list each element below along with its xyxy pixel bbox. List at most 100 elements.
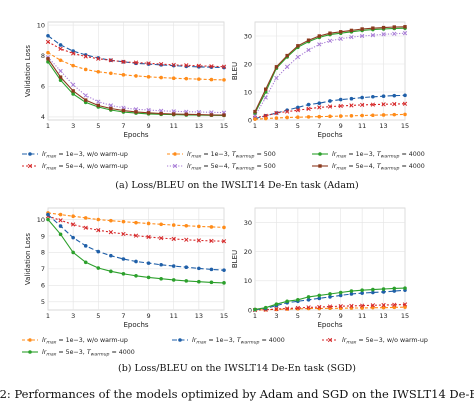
legend-marker — [28, 152, 32, 156]
data-point — [222, 281, 226, 285]
data-point — [109, 106, 113, 111]
x-tick-label: 13 — [195, 312, 203, 320]
data-point — [46, 33, 50, 38]
legend-label: lrmax = 1e−3, w/o warm-up — [42, 337, 128, 346]
data-point — [338, 97, 343, 102]
data-point — [83, 244, 88, 248]
data-point — [83, 93, 88, 98]
data-point — [381, 25, 386, 30]
data-point — [134, 110, 138, 114]
series-line — [47, 215, 225, 242]
data-point — [327, 38, 333, 43]
x-tick-label: 15 — [401, 122, 409, 130]
y-tick-label: 0 — [248, 306, 252, 314]
data-point — [58, 46, 63, 51]
data-point — [45, 39, 51, 45]
data-point — [159, 276, 163, 281]
x-tick-label: 3 — [274, 122, 278, 130]
x-axis-label: Epochs — [123, 131, 148, 139]
y-tick-label: 8 — [41, 249, 45, 257]
data-point — [70, 82, 76, 87]
data-point — [159, 111, 163, 116]
x-tick-label: 1 — [46, 312, 50, 320]
data-point — [359, 303, 365, 308]
y-tick-label: 10 — [37, 216, 45, 224]
data-point — [381, 32, 386, 37]
data-point — [184, 63, 189, 68]
x-tick-label: 15 — [401, 312, 409, 320]
data-point — [253, 117, 257, 121]
data-point — [402, 302, 408, 307]
data-point — [306, 305, 311, 310]
data-point — [71, 92, 75, 96]
data-point — [392, 31, 397, 36]
data-point — [392, 302, 397, 307]
data-point — [306, 47, 311, 53]
data-point — [360, 291, 364, 295]
data-point — [184, 265, 189, 270]
data-point — [184, 223, 189, 228]
series-blue — [46, 212, 226, 272]
caption-b: (b) Loss/BLEU on the IWSLT14 De-En task … — [118, 363, 356, 374]
legend-marker — [178, 338, 182, 342]
legend-label: lrmax = 1e−3, Twarmup = 4000 — [192, 337, 285, 346]
legend-marker — [327, 337, 333, 343]
data-point — [327, 304, 333, 309]
data-point — [46, 217, 50, 222]
y-axis-label: BLEU — [231, 62, 239, 80]
data-point — [146, 221, 151, 226]
series-orange — [46, 211, 226, 230]
x-tick-label: 3 — [274, 312, 278, 320]
data-point — [295, 108, 301, 113]
x-tick-label: 9 — [147, 312, 151, 320]
x-tick-label: 15 — [220, 122, 228, 130]
plot-area — [47, 207, 225, 311]
data-point — [381, 113, 386, 117]
series-line — [254, 103, 406, 119]
data-point — [327, 104, 333, 109]
legend-item-red: lrmax = 5e−4, w/o warm-up — [22, 163, 128, 172]
data-point — [371, 94, 375, 99]
series-red — [252, 101, 408, 120]
data-point — [403, 25, 407, 29]
data-point — [197, 266, 201, 271]
data-point — [83, 260, 88, 265]
data-point — [159, 75, 163, 80]
data-point — [133, 60, 139, 65]
legend-panel-b: lrmax = 1e−3, w/o warm-up lrmax = 1e−3, T… — [22, 337, 428, 358]
data-point — [359, 33, 365, 39]
data-point — [296, 105, 300, 110]
legend-item-orange: lrmax = 1e−3, w/o warm-up — [22, 337, 128, 346]
data-point — [402, 101, 408, 106]
y-tick-label: 10 — [244, 88, 252, 96]
data-point — [71, 214, 75, 219]
data-point — [284, 64, 290, 69]
data-point — [402, 31, 408, 36]
data-point — [359, 102, 365, 108]
figure-caption: Figure 2: Performances of the models opt… — [0, 387, 474, 401]
data-point — [371, 287, 375, 292]
data-point — [295, 305, 301, 311]
y-tick-label: 6 — [41, 83, 45, 91]
data-point — [370, 102, 376, 107]
data-point — [134, 273, 138, 278]
data-point — [146, 234, 151, 240]
data-point — [184, 112, 188, 117]
y-tick-label: 30 — [244, 32, 252, 40]
data-point — [263, 113, 268, 118]
data-point — [46, 212, 50, 217]
legends: lrmax = 1e−3, w/o warm-up lrmax = 1e−3, T… — [22, 151, 428, 358]
plot-area — [47, 21, 225, 121]
data-point — [371, 290, 375, 295]
data-point — [306, 106, 311, 111]
x-tick-label: 9 — [147, 122, 151, 130]
data-point — [381, 305, 386, 310]
data-point — [121, 73, 126, 77]
data-point — [71, 89, 75, 93]
x-tick-label: 1 — [253, 122, 257, 130]
data-point — [371, 26, 375, 30]
data-point — [171, 62, 176, 68]
data-point — [274, 110, 279, 116]
